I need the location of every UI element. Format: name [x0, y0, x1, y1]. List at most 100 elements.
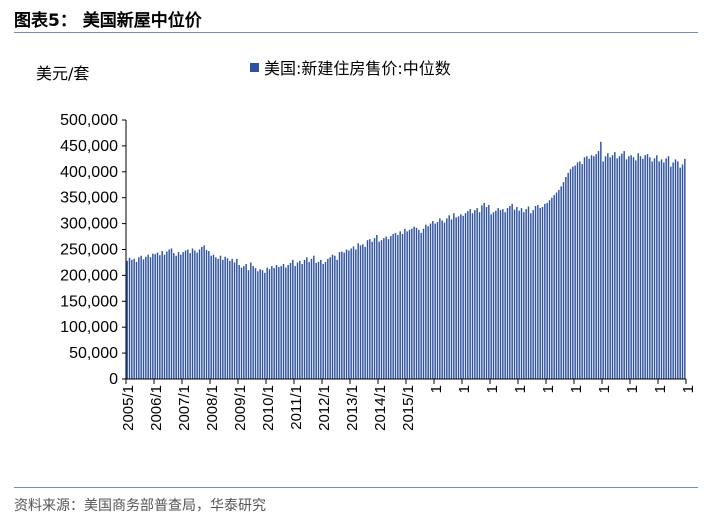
- bar: [614, 152, 616, 379]
- bar: [341, 251, 343, 379]
- bar: [250, 262, 252, 379]
- bar: [439, 218, 441, 379]
- bar: [357, 243, 359, 379]
- bar: [413, 226, 415, 379]
- x-tick-label: 1: [652, 385, 669, 393]
- bar: [245, 264, 247, 379]
- bar: [639, 156, 642, 379]
- bar: [663, 162, 665, 379]
- bar: [257, 271, 259, 379]
- bar: [180, 254, 182, 379]
- bar: [499, 210, 502, 379]
- bar: [446, 218, 448, 379]
- bar: [555, 192, 558, 379]
- y-tick-label: 0: [109, 371, 118, 388]
- x-tick-label: 1: [484, 385, 501, 393]
- bar: [173, 253, 175, 379]
- bar: [338, 252, 341, 379]
- bar: [390, 236, 392, 379]
- top-rule: [14, 32, 698, 33]
- bar: [469, 209, 471, 379]
- bar: [128, 257, 131, 379]
- bar: [371, 241, 373, 379]
- bar: [268, 269, 271, 379]
- bar: [352, 246, 355, 379]
- bar: [201, 246, 203, 379]
- bar: [243, 266, 245, 379]
- bar: [364, 246, 366, 379]
- bar: [145, 256, 147, 379]
- bar: [672, 162, 674, 379]
- bar: [646, 154, 649, 379]
- bar: [373, 238, 376, 379]
- bar: [504, 212, 506, 379]
- bar: [481, 205, 483, 379]
- bar: [383, 238, 385, 379]
- bar: [159, 255, 161, 379]
- bar: [322, 264, 324, 379]
- bar: [670, 166, 672, 379]
- bar: [231, 258, 233, 379]
- bar: [558, 189, 560, 379]
- bar: [513, 209, 516, 379]
- bar: [653, 158, 656, 379]
- bottom-rule: [14, 487, 698, 488]
- bar: [551, 197, 553, 379]
- bar: [156, 252, 159, 379]
- bar: [168, 249, 170, 379]
- bar: [131, 259, 133, 379]
- bar: [166, 251, 168, 379]
- bar: [411, 228, 413, 379]
- bar: [348, 250, 350, 379]
- bar: [247, 270, 250, 379]
- bar: [161, 251, 163, 379]
- bar: [355, 249, 357, 379]
- figure-title: 图表5： 美国新屋中位价: [14, 11, 202, 31]
- bar: [350, 248, 352, 379]
- bar: [483, 202, 485, 379]
- bar: [252, 266, 254, 379]
- bar: [525, 209, 527, 379]
- bar: [593, 156, 595, 379]
- bar: [422, 228, 425, 379]
- bar: [261, 270, 264, 379]
- bar: [455, 217, 457, 379]
- bar: [579, 161, 581, 379]
- bar: [287, 265, 289, 379]
- bar: [497, 208, 499, 379]
- x-tick-label: 1: [540, 385, 557, 393]
- bar: [292, 259, 294, 379]
- bar: [567, 172, 569, 379]
- y-tick-label: 150,000: [60, 293, 118, 310]
- bar: [628, 156, 630, 379]
- bar: [203, 245, 205, 379]
- y-tick-label: 50,000: [69, 345, 118, 362]
- bar: [597, 151, 600, 379]
- x-tick-label: 2011/1: [288, 385, 305, 430]
- bar: [441, 220, 443, 379]
- bar: [222, 259, 224, 379]
- bar: [644, 155, 646, 379]
- bar: [308, 261, 310, 379]
- bar: [259, 269, 261, 379]
- bar: [394, 232, 397, 379]
- bar: [378, 241, 380, 379]
- bar: [436, 222, 439, 379]
- bar: [406, 231, 408, 379]
- bar: [404, 228, 406, 379]
- y-tick-label: 350,000: [60, 190, 118, 207]
- x-tick-label: 2006/1: [148, 385, 165, 431]
- bar: [651, 161, 653, 379]
- bar: [464, 213, 467, 379]
- bar: [434, 223, 436, 379]
- bar: [600, 141, 602, 379]
- bar: [560, 186, 562, 379]
- bar: [324, 261, 327, 379]
- bar: [294, 266, 296, 379]
- bar: [301, 264, 303, 379]
- bar: [187, 249, 189, 379]
- bar: [210, 255, 212, 379]
- bar: [635, 160, 637, 379]
- x-tick-label: 1: [428, 385, 445, 393]
- bar: [205, 250, 208, 379]
